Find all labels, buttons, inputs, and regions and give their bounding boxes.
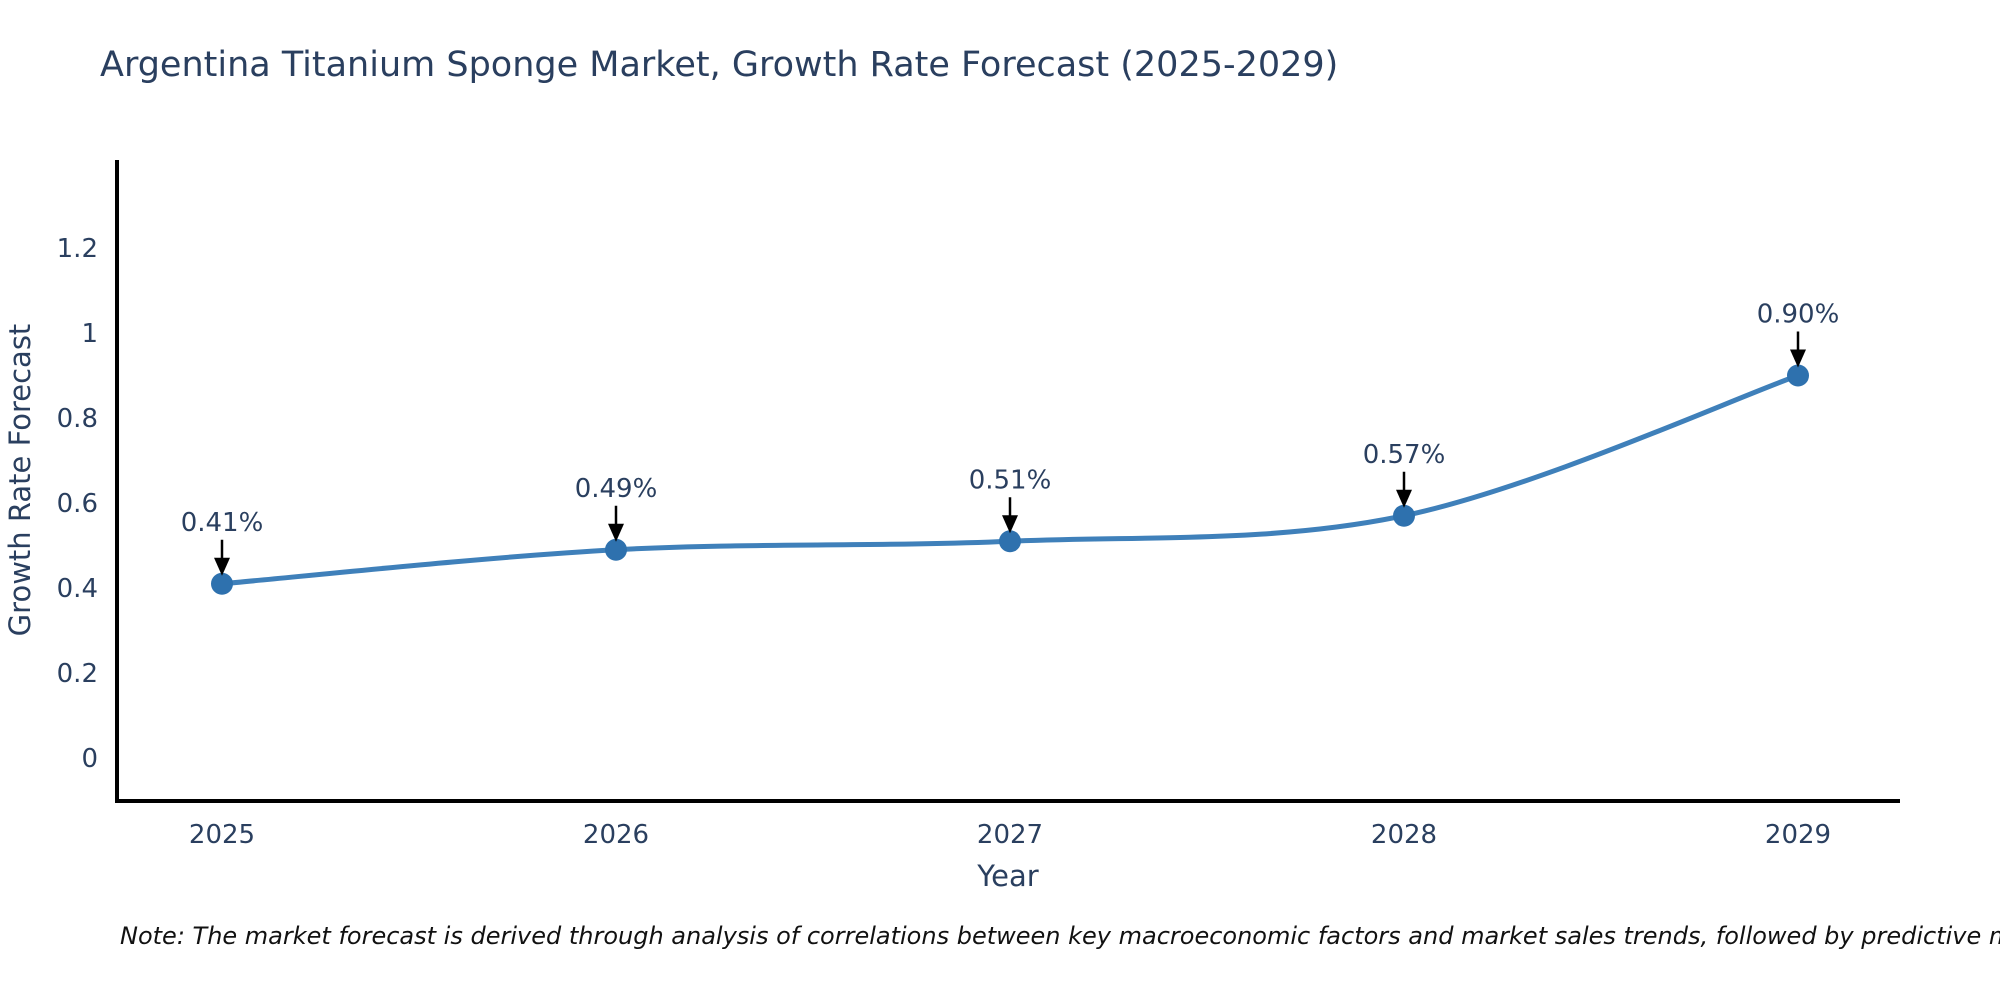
chart-title: Argentina Titanium Sponge Market, Growth…: [100, 45, 1339, 85]
point-annotation-label: 0.57%: [1363, 440, 1446, 470]
point-annotations: 0.41% 0.49% 0.51% 0.57% 0.90%: [181, 300, 1840, 576]
y-tick-label: 0.4: [57, 574, 98, 604]
data-point[interactable]: [999, 530, 1021, 553]
annotation-arrowhead-icon: [1002, 515, 1018, 534]
point-annotation-label: 0.41%: [181, 508, 264, 538]
data-point[interactable]: [1393, 504, 1415, 527]
y-tick-label: 0.6: [57, 489, 98, 519]
annotation-arrowhead-icon: [1396, 489, 1412, 508]
point-annotation-label: 0.90%: [1757, 300, 1840, 330]
y-tick-label: 1.2: [57, 234, 98, 264]
y-tick-label: 0.8: [57, 404, 98, 434]
x-tick-label: 2028: [1371, 820, 1437, 850]
point-annotation: 0.57%: [1363, 440, 1446, 508]
footnote: Note: The market forecast is derived thr…: [120, 922, 2000, 950]
point-annotation: 0.90%: [1757, 300, 1840, 368]
data-point[interactable]: [1787, 364, 1809, 387]
y-axis-title: Growth Rate Forecast: [3, 324, 37, 637]
y-tick-label: 0.2: [57, 659, 98, 689]
y-axis-ticks: 0 0.2 0.4 0.6 0.8 1 1.2: [57, 234, 98, 774]
x-tick-label: 2027: [977, 820, 1043, 850]
x-tick-label: 2025: [189, 820, 255, 850]
forecast-series: [211, 364, 1809, 595]
point-annotation-label: 0.51%: [969, 465, 1052, 495]
point-annotation: 0.41%: [181, 508, 264, 576]
x-axis-ticks: 2025 2026 2027 2028 2029: [189, 820, 1831, 850]
y-tick-label: 1: [81, 319, 98, 349]
annotation-arrowhead-icon: [1790, 349, 1806, 368]
point-annotation: 0.51%: [969, 465, 1052, 534]
point-annotation: 0.49%: [575, 474, 658, 542]
annotation-arrowhead-icon: [608, 523, 624, 542]
x-tick-label: 2026: [583, 820, 649, 850]
x-tick-label: 2029: [1765, 820, 1831, 850]
y-tick-label: 0: [81, 744, 98, 774]
x-axis-title: Year: [976, 859, 1038, 893]
point-annotation-label: 0.49%: [575, 474, 658, 504]
data-point[interactable]: [211, 572, 233, 595]
data-point[interactable]: [605, 538, 627, 561]
annotation-arrowhead-icon: [214, 557, 230, 576]
